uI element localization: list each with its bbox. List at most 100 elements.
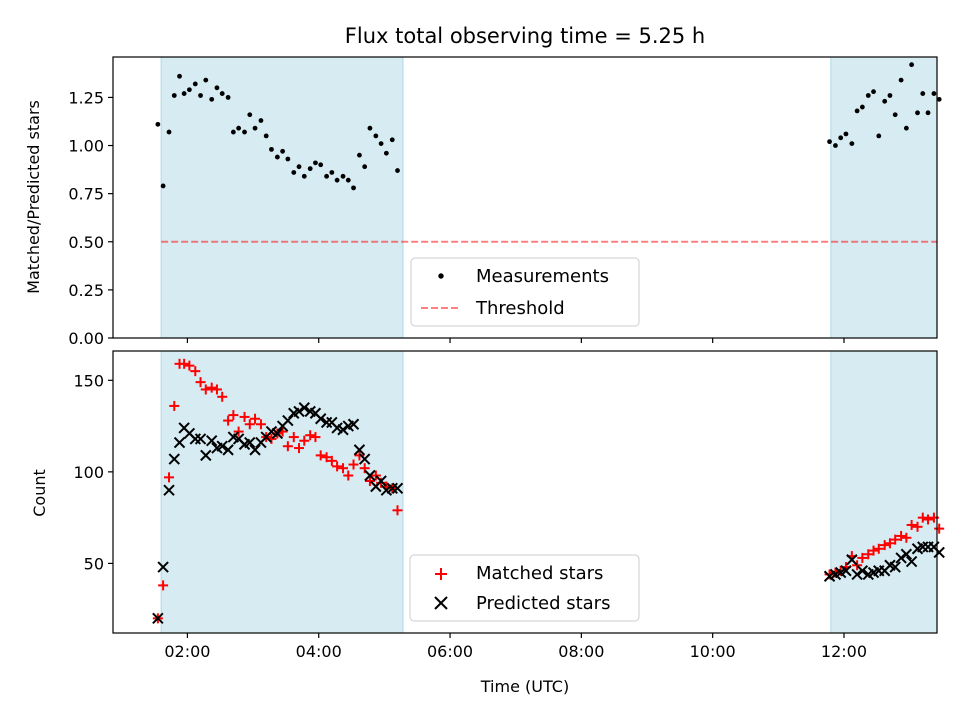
matched-star-point <box>934 523 945 534</box>
ratio-y-axis-label: Matched/Predicted stars <box>24 100 43 294</box>
matched-star-point <box>211 384 222 395</box>
shaded-interval <box>160 56 404 339</box>
predicted-star-point <box>282 414 294 427</box>
count-x-ticks: 02:00 04:00 06:00 08:00 10:00 12:00 <box>164 633 867 661</box>
predicted-star-point <box>856 565 869 577</box>
predicted-star-point <box>840 565 852 577</box>
measurement-point <box>214 85 220 91</box>
measurement-point <box>854 108 860 114</box>
measurement-point <box>186 87 192 93</box>
predicted-star-point <box>152 612 164 625</box>
ratio-shaded-intervals <box>160 56 938 339</box>
predicted-star-point <box>933 546 945 559</box>
matched-star-point <box>294 443 305 454</box>
matched-star-point <box>206 382 217 393</box>
y-tick-label: 1.25 <box>68 88 104 107</box>
matched-star-point <box>824 569 835 580</box>
measurement-point <box>833 143 838 148</box>
matched-star-point <box>305 430 316 441</box>
matched-star-point <box>343 470 354 481</box>
predicted-star-point <box>157 561 169 573</box>
matched-star-point <box>852 560 863 571</box>
predicted-legend-marker <box>434 596 448 610</box>
shaded-interval <box>830 350 938 634</box>
predicted-star-point <box>375 475 387 487</box>
matched-star-point <box>326 455 337 466</box>
matched-star-point <box>912 521 923 532</box>
predicted-star-point <box>222 444 234 456</box>
matched-star-point <box>923 514 934 525</box>
predicted-star-point <box>173 436 186 449</box>
measurement-point <box>225 95 231 100</box>
measurement-point <box>340 173 346 179</box>
measurement-point <box>236 125 242 131</box>
count-legend-box <box>409 554 640 622</box>
matched-stars-points <box>152 358 945 624</box>
predicted-star-point <box>846 554 858 566</box>
measurement-point <box>351 185 356 191</box>
matched-star-point <box>863 549 874 560</box>
measurement-point <box>909 62 915 68</box>
measurement-point <box>230 129 236 135</box>
matched-star-point <box>233 426 244 437</box>
measurement-point <box>357 152 362 158</box>
matched-star-point <box>917 512 928 523</box>
measurement-point <box>334 177 340 183</box>
matched-star-point <box>228 410 239 421</box>
matched-star-point <box>348 459 359 470</box>
predicted-star-point <box>358 453 371 465</box>
matched-star-point <box>354 450 365 461</box>
predicted-star-point <box>364 469 376 482</box>
measurement-point <box>367 125 373 131</box>
matched-star-point <box>184 360 195 371</box>
predicted-star-point <box>216 440 228 452</box>
measurement-point <box>166 129 172 135</box>
x-tick-label: 04:00 <box>296 642 342 661</box>
measurement-point <box>219 91 225 96</box>
ratio-legend-box <box>410 257 640 327</box>
measurement-point <box>925 110 931 116</box>
chart-title: Flux total observing time = 5.25 h <box>345 24 705 48</box>
measurement-point <box>827 139 832 145</box>
matched-star-point <box>158 580 169 591</box>
matched-star-point <box>282 441 293 452</box>
matched-star-point <box>896 530 907 541</box>
predicted-star-point <box>889 561 901 573</box>
measurement-points <box>155 62 942 191</box>
measurement-point <box>247 112 253 118</box>
y-tick-label: 50 <box>84 554 104 573</box>
predicted-star-point <box>391 482 404 495</box>
matched-star-point <box>190 366 201 377</box>
matched-star-point <box>857 552 868 563</box>
measurement-point <box>936 96 942 102</box>
predicted-star-point <box>298 402 310 414</box>
matched-star-point <box>901 532 912 543</box>
matched-star-point <box>310 432 321 443</box>
matched-star-point <box>299 435 310 446</box>
predicted-star-point <box>895 552 907 564</box>
matched-star-point <box>906 519 917 530</box>
matched-star-point <box>200 384 211 395</box>
measurement-point <box>171 93 177 98</box>
measurement-point <box>301 173 307 179</box>
measurement-point <box>160 183 166 189</box>
measurement-point <box>920 91 926 96</box>
measurement-point <box>263 133 269 139</box>
matched-star-point <box>223 415 234 426</box>
matched-star-point <box>239 411 250 422</box>
matched-star-point <box>364 476 375 487</box>
measurement-point <box>362 164 368 170</box>
y-tick-label: 150 <box>73 371 104 390</box>
ratio-panel: 0.00 0.25 0.50 0.75 1.00 1.25 Matched/Predict… <box>24 56 942 348</box>
y-tick-label: 0.25 <box>68 281 104 300</box>
matched-star-point <box>332 461 343 472</box>
measurement-point <box>258 118 264 123</box>
matched-star-point <box>338 463 349 474</box>
matched-star-point <box>255 419 266 430</box>
measurement-point <box>296 164 302 170</box>
measurement-point <box>931 91 937 96</box>
predicted-legend-label: Predicted stars <box>476 593 610 614</box>
measurement-point <box>181 91 187 96</box>
predicted-star-point <box>163 484 175 496</box>
